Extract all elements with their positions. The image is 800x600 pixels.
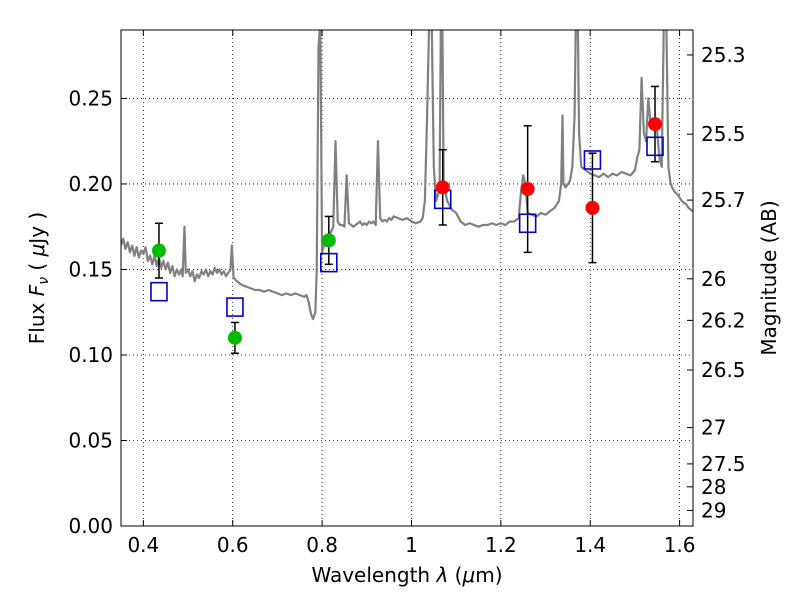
red-observed-point [648, 117, 663, 132]
x-tick-label: 1.4 [574, 533, 606, 557]
y-tick-label: 0.20 [68, 172, 113, 196]
right-tick-label: 25.7 [701, 188, 746, 212]
green-observed-point [321, 233, 336, 248]
x-tick-label: 0.6 [217, 533, 249, 557]
x-tick-label: 0.8 [306, 533, 338, 557]
right-tick-label: 26.2 [701, 308, 746, 332]
model-square [583, 150, 602, 170]
plot-area [121, 30, 693, 355]
right-tick-label: 27.5 [701, 452, 746, 476]
right-tick-label: 26.5 [701, 358, 746, 382]
y-tick-label: 0.10 [68, 343, 113, 367]
right-tick-label: 27 [701, 416, 726, 440]
spectrum-line [121, 30, 693, 321]
right-tick-label: 26 [701, 267, 726, 291]
right-tick-label: 28 [701, 475, 726, 499]
right-tick-label: 29 [701, 498, 726, 522]
x-tick-label: 1.6 [664, 533, 696, 557]
red-observed-point [585, 200, 600, 215]
y-tick-label: 0.05 [68, 428, 113, 452]
model-square [150, 281, 168, 302]
model-square [518, 213, 537, 234]
green-observed-point [227, 330, 242, 345]
x-tick-label: 1 [405, 533, 418, 557]
model-square [226, 297, 244, 317]
x-tick-label: 0.4 [127, 533, 159, 557]
green-observed-point [151, 243, 166, 258]
red-observed-point [520, 182, 535, 197]
plot-frame [120, 29, 694, 527]
y-tick-label: 0.25 [68, 86, 113, 110]
x-axis-title: Wavelength λ (μm) [311, 563, 502, 587]
y-axis-right-title: Magnitude (AB) [757, 200, 781, 355]
axis-ticks: 0.4 0.6 0.8 1 1.2 1.4 1.6 0.00 0.05 0.10 0.15 0.20 0… [68, 30, 746, 557]
model-square [646, 136, 664, 157]
y-tick-label: 0.15 [68, 257, 113, 281]
y-tick-label: 0.00 [68, 514, 113, 538]
x-tick-label: 1.2 [485, 533, 517, 557]
y-axis-title: Flux Fν ( μJy ) [25, 212, 52, 344]
model-square [319, 252, 338, 273]
right-tick-label: 25.5 [701, 122, 746, 146]
red-observed-point [435, 180, 450, 195]
right-tick-label: 25.3 [701, 43, 746, 67]
